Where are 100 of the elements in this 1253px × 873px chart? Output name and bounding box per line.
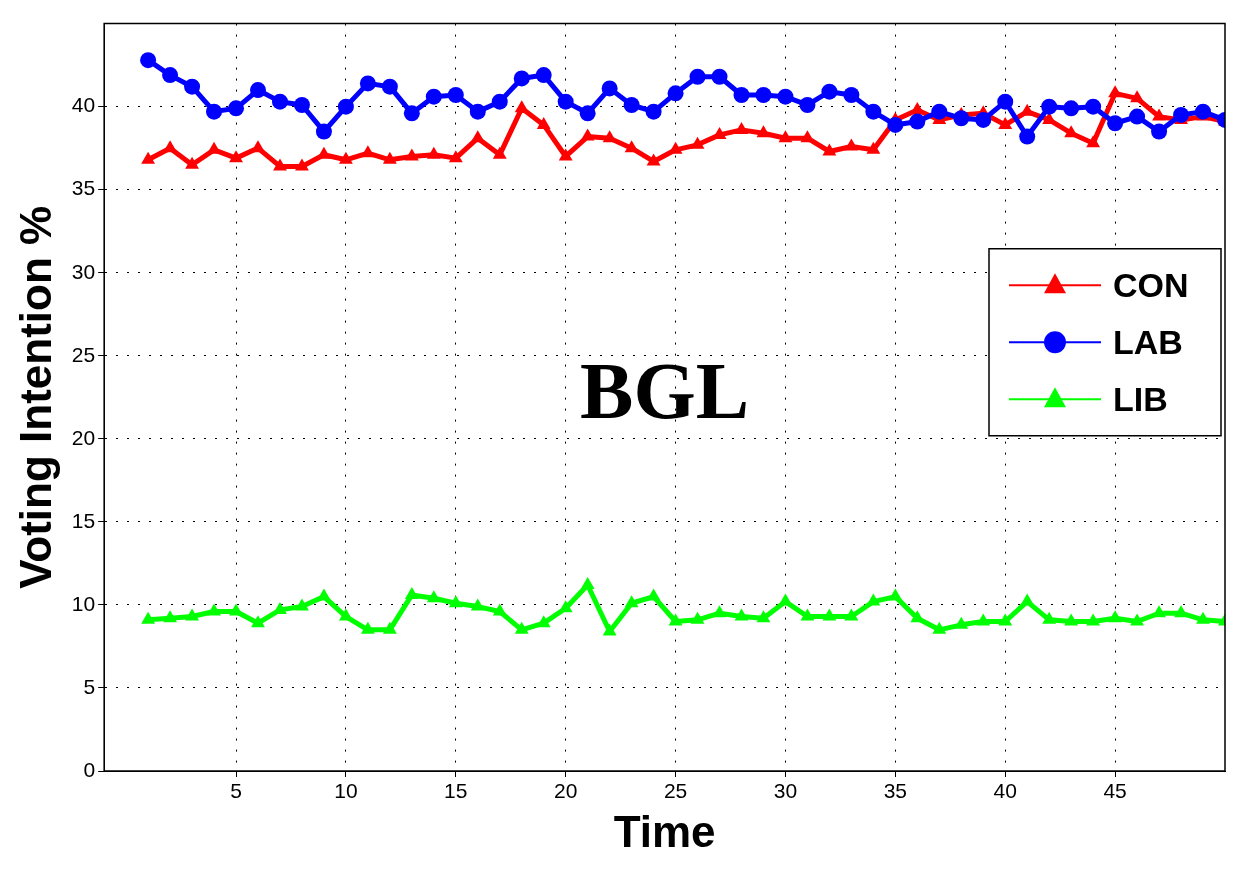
point	[866, 593, 881, 606]
point	[756, 125, 771, 138]
point	[821, 83, 838, 100]
point	[1107, 115, 1124, 132]
point	[162, 67, 179, 84]
point	[1064, 613, 1079, 626]
point	[954, 616, 969, 629]
point	[184, 78, 201, 95]
point	[141, 611, 156, 624]
point	[1086, 135, 1101, 148]
point	[337, 98, 354, 115]
annotation: BGL	[580, 346, 750, 435]
y-tick-label: 40	[71, 93, 96, 117]
point	[1020, 593, 1035, 606]
point	[1042, 611, 1057, 624]
point	[360, 145, 375, 158]
point	[1085, 98, 1102, 115]
legend-label: CON	[1113, 265, 1189, 304]
point	[293, 96, 310, 113]
x-tick-label: 45	[1103, 779, 1127, 803]
point	[756, 610, 771, 623]
point	[403, 105, 420, 122]
point	[558, 148, 573, 161]
point	[251, 140, 265, 153]
point	[1086, 613, 1101, 626]
point	[425, 88, 442, 105]
point	[185, 156, 199, 169]
point	[404, 586, 419, 599]
point	[865, 103, 882, 120]
point	[229, 150, 243, 163]
point	[755, 87, 772, 104]
point	[273, 158, 287, 171]
point	[690, 611, 705, 624]
y-axis-title: Voting Intention %	[10, 205, 60, 589]
point	[799, 96, 816, 113]
point	[887, 116, 904, 133]
y-tick-label: 10	[71, 591, 96, 615]
x-tick-label: 15	[444, 779, 468, 803]
point	[338, 608, 353, 621]
point	[207, 603, 221, 616]
point	[513, 70, 530, 87]
point	[734, 121, 749, 134]
point	[997, 93, 1014, 110]
point	[163, 610, 178, 623]
point	[800, 608, 815, 621]
point	[800, 130, 815, 143]
point	[689, 68, 706, 85]
point	[338, 151, 353, 164]
point	[447, 87, 464, 104]
point	[492, 146, 507, 159]
point	[668, 613, 683, 626]
x-axis-title: Time	[613, 806, 716, 856]
point	[646, 153, 661, 166]
point	[491, 93, 508, 110]
y-tick-label: 20	[71, 425, 96, 449]
point	[931, 103, 948, 120]
point	[690, 136, 705, 149]
point	[141, 151, 156, 164]
point	[1108, 85, 1123, 98]
x-tick-label: 5	[230, 779, 242, 803]
point	[229, 603, 243, 616]
point	[470, 130, 485, 143]
point	[1130, 613, 1145, 626]
legend-label: LAB	[1113, 322, 1183, 361]
point	[844, 138, 859, 151]
point	[844, 608, 859, 621]
point	[317, 146, 331, 159]
point	[514, 621, 529, 634]
point	[514, 100, 529, 113]
point	[777, 88, 794, 105]
point	[733, 87, 750, 104]
point	[382, 151, 397, 164]
point	[667, 85, 684, 102]
y-tick-label: 15	[71, 508, 96, 532]
point	[315, 123, 332, 140]
y-tick-label: 30	[71, 259, 96, 283]
point	[843, 87, 860, 104]
point	[295, 158, 309, 171]
point	[580, 128, 595, 141]
y-tick-label: 25	[71, 342, 96, 366]
point	[273, 601, 287, 614]
point	[645, 103, 662, 120]
point	[404, 148, 419, 161]
point	[1174, 605, 1188, 618]
point	[250, 82, 266, 99]
point	[734, 608, 749, 621]
point	[1151, 123, 1168, 140]
point	[206, 103, 223, 120]
point	[711, 68, 728, 85]
x-tick-label: 40	[993, 779, 1017, 803]
point	[624, 140, 639, 153]
point	[1108, 610, 1123, 623]
point	[317, 588, 331, 601]
point	[470, 598, 485, 611]
point	[822, 143, 837, 156]
point	[778, 593, 793, 606]
x-tick-label: 30	[773, 779, 798, 803]
point	[623, 96, 640, 113]
point	[646, 588, 661, 601]
point	[1173, 106, 1190, 123]
